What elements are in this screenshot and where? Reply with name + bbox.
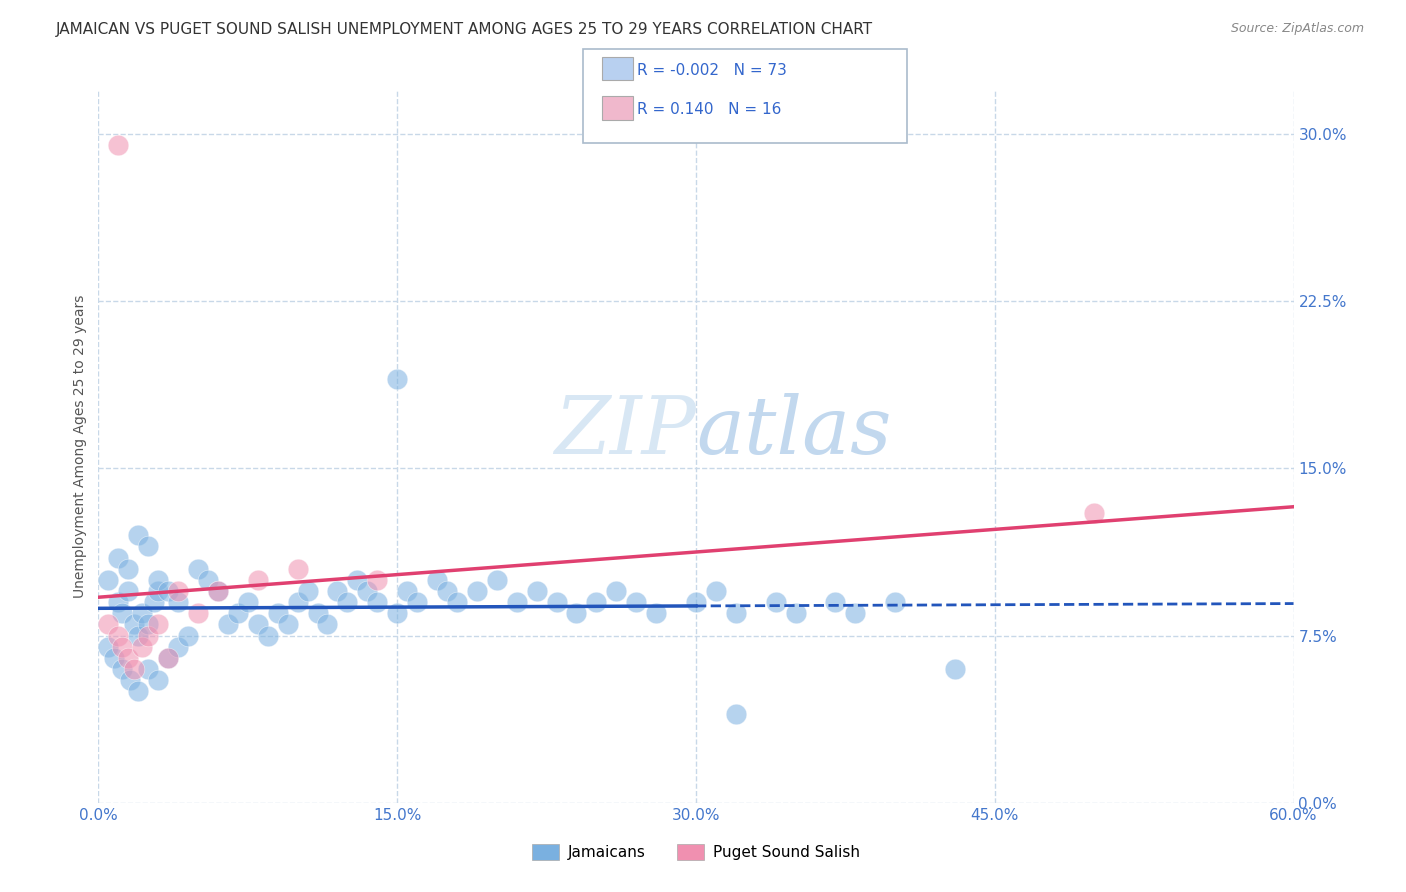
Point [277,617,299,632]
Point [366,595,388,609]
Point [107,595,129,609]
Point [97,573,120,587]
Text: ZIP: ZIP [554,393,696,470]
Point [256,628,278,642]
Point [436,583,458,598]
Point [884,595,907,609]
Point [546,595,568,609]
Point [111,640,134,654]
Point [131,640,153,654]
Point [167,595,190,609]
Point [585,595,607,609]
Point [136,628,159,642]
Point [127,528,149,542]
Point [127,628,149,642]
Point [148,673,170,687]
Point [645,607,668,621]
Point [107,628,129,642]
Point [197,573,219,587]
Point [111,662,134,676]
Point [117,562,139,576]
Point [167,583,190,598]
Point [1083,506,1105,520]
Point [97,617,120,632]
Point [97,640,120,654]
Point [297,583,319,598]
Point [207,583,229,598]
Point [217,617,239,632]
Point [120,673,142,687]
Point [167,640,190,654]
Point [406,595,429,609]
Point [785,607,807,621]
Point [107,137,129,152]
Point [765,595,787,609]
Point [267,607,290,621]
Point [107,550,129,565]
Y-axis label: Unemployment Among Ages 25 to 29 years: Unemployment Among Ages 25 to 29 years [73,294,87,598]
Point [117,651,139,665]
Point [685,595,707,609]
Point [356,583,378,598]
Point [824,595,846,609]
Text: R = 0.140   N = 16: R = 0.140 N = 16 [637,103,782,117]
Point [103,651,125,665]
Point [207,583,229,598]
Point [526,583,548,598]
Point [148,617,170,632]
Point [124,617,146,632]
Text: R = -0.002   N = 73: R = -0.002 N = 73 [637,63,787,78]
Point [626,595,648,609]
Point [226,607,249,621]
Point [485,573,508,587]
Point [117,583,139,598]
Point [385,372,409,386]
Point [187,562,209,576]
Point [157,651,180,665]
Point [136,662,159,676]
Point [287,562,309,576]
Point [724,706,747,721]
Point [704,583,727,598]
Point [943,662,966,676]
Text: atlas: atlas [696,393,891,470]
Point [177,628,200,642]
Point [246,617,269,632]
Point [446,595,468,609]
Point [336,595,359,609]
Point [124,662,146,676]
Point [385,607,409,621]
Point [127,684,149,698]
Point [148,573,170,587]
Point [131,607,153,621]
Point [724,607,747,621]
Point [148,583,170,598]
Point [346,573,368,587]
Point [426,573,449,587]
Legend: Jamaicans, Puget Sound Salish: Jamaicans, Puget Sound Salish [526,838,866,866]
Point [326,583,349,598]
Point [316,617,339,632]
Point [465,583,488,598]
Point [111,607,134,621]
Point [157,583,180,598]
Point [396,583,419,598]
Point [143,595,166,609]
Point [605,583,627,598]
Point [844,607,866,621]
Point [157,651,180,665]
Text: JAMAICAN VS PUGET SOUND SALISH UNEMPLOYMENT AMONG AGES 25 TO 29 YEARS CORRELATIO: JAMAICAN VS PUGET SOUND SALISH UNEMPLOYM… [56,22,873,37]
Point [236,595,259,609]
Point [287,595,309,609]
Text: Source: ZipAtlas.com: Source: ZipAtlas.com [1230,22,1364,36]
Point [506,595,529,609]
Point [565,607,588,621]
Point [307,607,329,621]
Point [136,617,159,632]
Point [246,573,269,587]
Point [136,539,159,553]
Point [187,607,209,621]
Point [366,573,388,587]
